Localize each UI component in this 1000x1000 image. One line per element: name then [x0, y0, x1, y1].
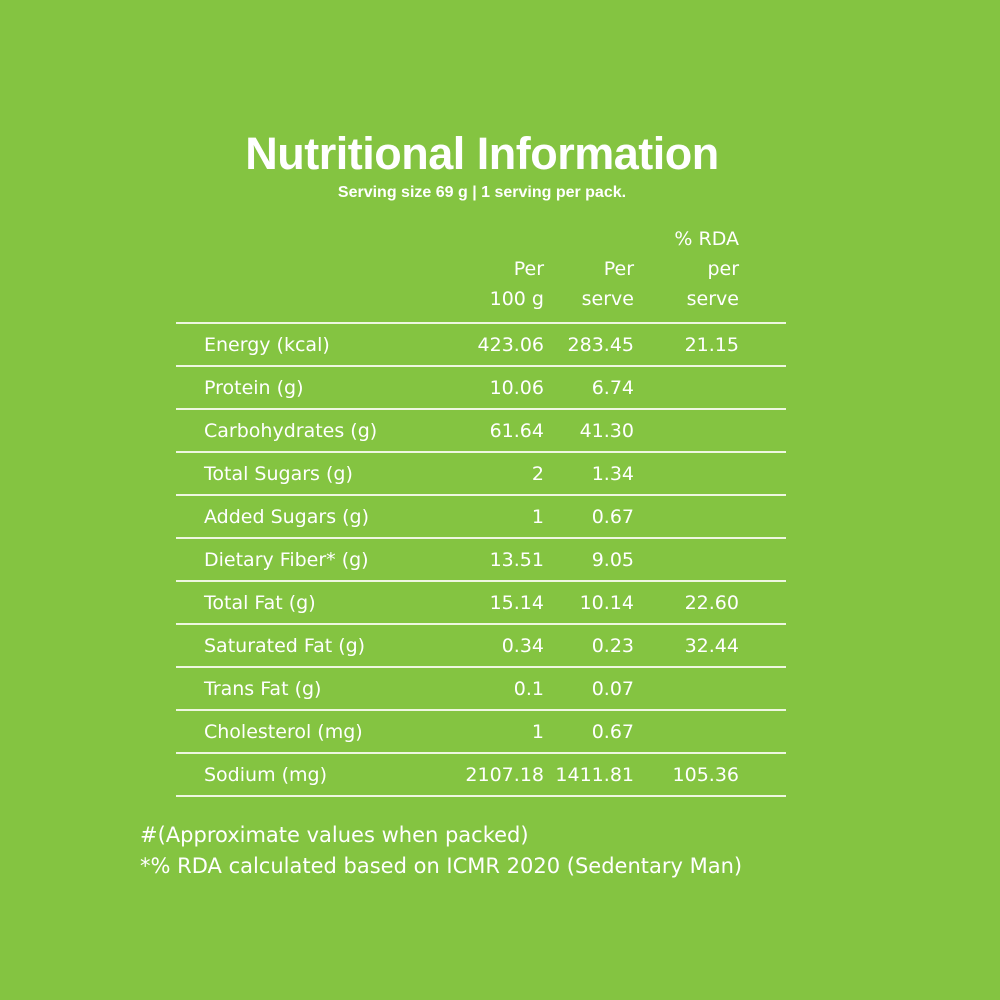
value-rda: 21.15 [684, 334, 739, 356]
column-header-per-100g: Per 100 g [489, 258, 544, 310]
nutrient-name: Carbohydrates (g) [204, 420, 378, 442]
value-per-serve: 10.14 [579, 592, 634, 614]
page-title: Nutritional Information [245, 128, 719, 179]
value-per-serve: 0.07 [591, 678, 634, 700]
table-row: Trans Fat (g) 0.1 0.07 [176, 668, 786, 711]
table-header: Per 100 g Per serve % RDA per serve [176, 228, 786, 324]
table-row: Added Sugars (g) 1 0.67 [176, 496, 786, 539]
value-per-serve: 9.05 [591, 549, 634, 571]
value-per-serve: 283.45 [567, 334, 634, 356]
value-per-serve: 6.74 [591, 377, 634, 399]
value-per-100g: 423.06 [477, 334, 544, 356]
column-header-per-serve: Per serve [581, 258, 634, 310]
nutrient-name: Saturated Fat (g) [204, 635, 366, 657]
footnote-rda-basis: *% RDA calculated based on ICMR 2020 (Se… [140, 854, 743, 878]
table-row: Total Sugars (g) 2 1.34 [176, 453, 786, 496]
value-per-serve: 0.67 [591, 506, 634, 528]
nutrient-name: Cholesterol (mg) [204, 721, 363, 743]
value-per-serve: 0.23 [591, 635, 634, 657]
nutrient-name: Dietary Fiber* (g) [204, 549, 369, 571]
value-per-100g: 10.06 [489, 377, 544, 399]
value-per-serve: 1411.81 [555, 764, 634, 786]
value-per-100g: 1 [531, 506, 544, 528]
value-rda: 22.60 [684, 592, 739, 614]
nutrient-name: Protein (g) [204, 377, 304, 399]
nutrient-name: Energy (kcal) [204, 334, 330, 356]
value-per-100g: 0.34 [501, 635, 544, 657]
footnotes: #(Approximate values when packed) *% RDA… [140, 820, 742, 882]
table-row: Sodium (mg) 2107.18 1411.81 105.36 [176, 754, 786, 797]
value-rda: 105.36 [672, 764, 739, 786]
value-per-100g: 1 [531, 721, 544, 743]
nutrient-name: Total Sugars (g) [204, 463, 353, 485]
nutrient-name: Sodium (mg) [204, 764, 328, 786]
column-header-rda: % RDA per serve [674, 228, 739, 310]
footnote-approximate: #(Approximate values when packed) [140, 823, 529, 847]
table-row: Saturated Fat (g) 0.34 0.23 32.44 [176, 625, 786, 668]
value-per-100g: 2 [531, 463, 544, 485]
value-per-100g: 13.51 [489, 549, 544, 571]
value-per-100g: 0.1 [513, 678, 544, 700]
nutrient-name: Added Sugars (g) [204, 506, 370, 528]
value-per-serve: 1.34 [591, 463, 634, 485]
value-per-serve: 41.30 [579, 420, 634, 442]
value-rda: 32.44 [684, 635, 739, 657]
value-per-100g: 2107.18 [465, 764, 544, 786]
nutrient-name: Total Fat (g) [204, 592, 316, 614]
nutrition-table: Per 100 g Per serve % RDA per serve Ener… [176, 228, 786, 797]
serving-size-subtitle: Serving size 69 g | 1 serving per pack. [337, 184, 627, 201]
value-per-serve: 0.67 [591, 721, 634, 743]
table-row: Total Fat (g) 15.14 10.14 22.60 [176, 582, 786, 625]
value-per-100g: 15.14 [489, 592, 544, 614]
table-row: Energy (kcal) 423.06 283.45 21.15 [176, 324, 786, 367]
nutrient-name: Trans Fat (g) [204, 678, 322, 700]
value-per-100g: 61.64 [489, 420, 544, 442]
table-row: Dietary Fiber* (g) 13.51 9.05 [176, 539, 786, 582]
table-row: Cholesterol (mg) 1 0.67 [176, 711, 786, 754]
table-row: Protein (g) 10.06 6.74 [176, 367, 786, 410]
table-row: Carbohydrates (g) 61.64 41.30 [176, 410, 786, 453]
